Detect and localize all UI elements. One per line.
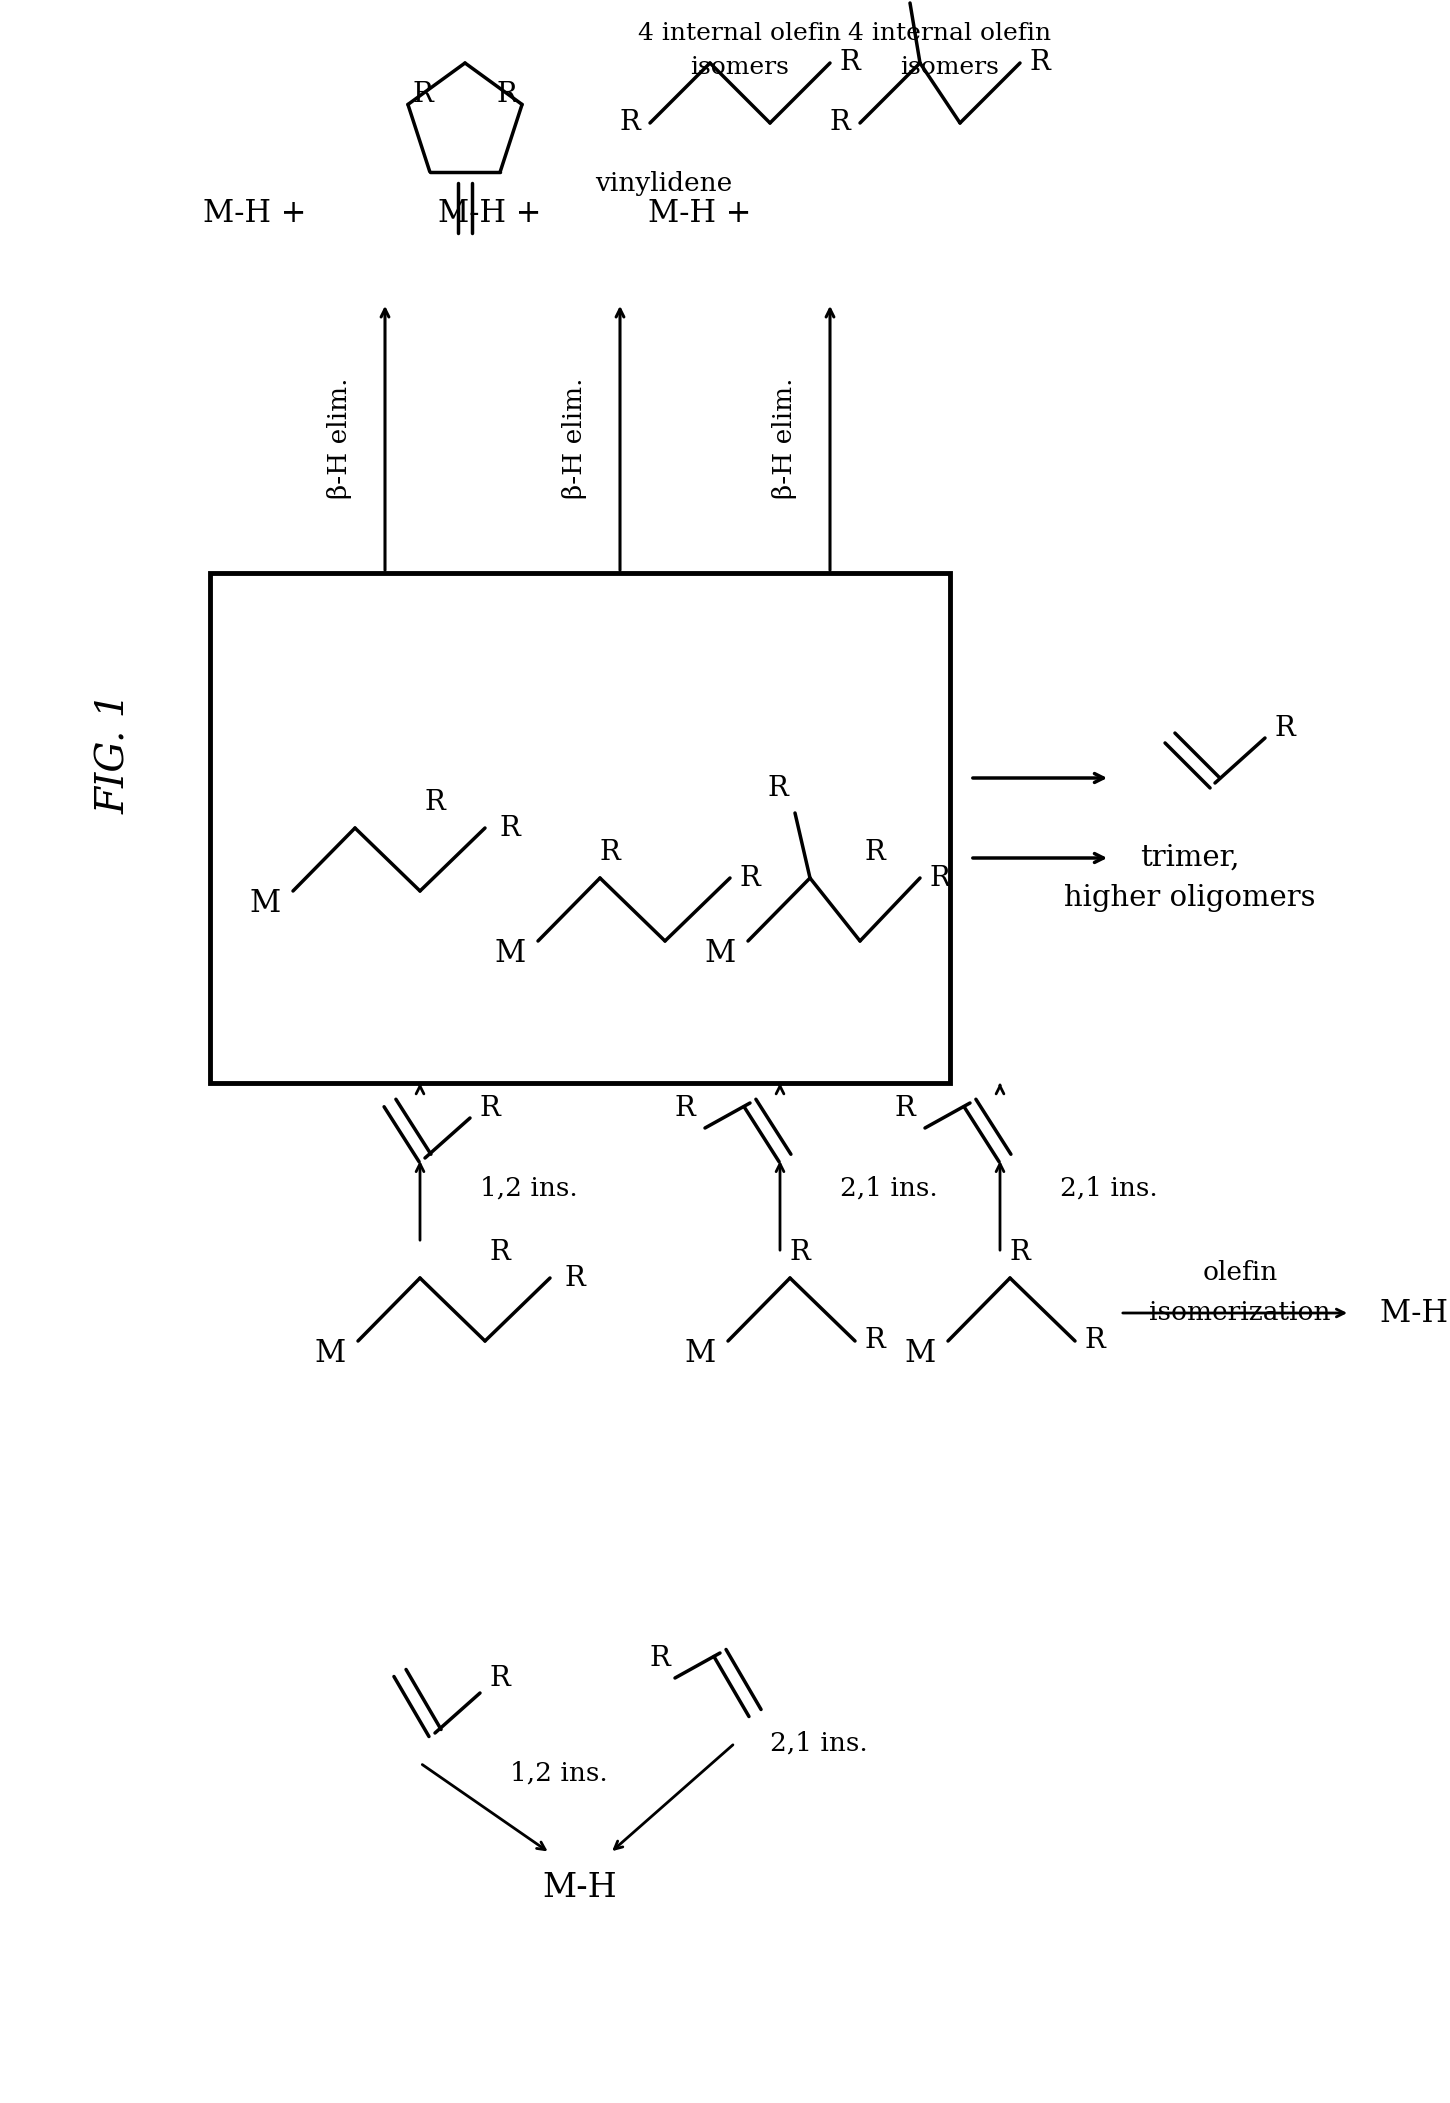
Text: M: M [684, 1338, 715, 1369]
Text: R: R [767, 774, 789, 801]
Text: β-H elim.: β-H elim. [328, 376, 352, 498]
Text: 2,1 ins.: 2,1 ins. [1060, 1176, 1157, 1201]
Text: isomers: isomers [690, 57, 789, 80]
Text: isomerization: isomerization [1150, 1300, 1331, 1325]
Text: R: R [895, 1094, 915, 1121]
Text: R: R [864, 1327, 886, 1354]
Text: β-H elim.: β-H elim. [563, 376, 587, 498]
Text: M: M [315, 1338, 345, 1369]
Text: vinylidene: vinylidene [594, 170, 732, 196]
Text: β-H elim.: β-H elim. [773, 376, 798, 498]
Text: R: R [1009, 1239, 1031, 1266]
Text: R: R [1030, 50, 1050, 76]
Text: R: R [840, 50, 860, 76]
Text: M-H +: M-H + [438, 198, 542, 229]
Text: R: R [500, 814, 521, 841]
Text: R: R [1085, 1327, 1105, 1354]
Text: M: M [905, 1338, 935, 1369]
Text: M-H: M-H [542, 1872, 618, 1903]
Text: 1,2 ins.: 1,2 ins. [510, 1760, 608, 1785]
Text: R: R [619, 109, 641, 137]
Text: R: R [490, 1663, 510, 1691]
Text: isomers: isomers [900, 57, 999, 80]
Text: R: R [790, 1239, 811, 1266]
Text: R: R [497, 80, 518, 107]
Text: R: R [829, 109, 851, 137]
Text: R: R [480, 1094, 500, 1121]
Text: R: R [674, 1094, 696, 1121]
Text: 2,1 ins.: 2,1 ins. [840, 1176, 938, 1201]
Text: R: R [929, 864, 950, 892]
Text: trimer,: trimer, [1140, 843, 1240, 873]
Text: R: R [1275, 715, 1295, 742]
Text: R: R [740, 864, 760, 892]
Text: R: R [564, 1264, 586, 1291]
Text: 1,2 ins.: 1,2 ins. [480, 1176, 577, 1201]
Text: M: M [249, 887, 280, 919]
Text: M-H +: M-H + [203, 198, 307, 229]
Text: M-H + R: M-H + R [1380, 1298, 1450, 1329]
Text: 4 internal olefin: 4 internal olefin [848, 21, 1051, 44]
Text: R: R [412, 80, 434, 107]
Text: 4 internal olefin: 4 internal olefin [638, 21, 841, 44]
Text: higher oligomers: higher oligomers [1064, 883, 1315, 913]
Text: R: R [599, 839, 621, 866]
Text: R: R [864, 839, 886, 866]
Text: M-H +: M-H + [648, 198, 751, 229]
Text: R: R [425, 789, 445, 816]
Bar [210, 572, 950, 1083]
Text: olefin: olefin [1202, 1260, 1277, 1285]
Text: 2,1 ins.: 2,1 ins. [770, 1731, 867, 1756]
Text: M: M [705, 938, 735, 969]
Text: R: R [650, 1645, 670, 1672]
Text: FIG. 1: FIG. 1 [97, 692, 133, 814]
Text: R: R [490, 1239, 510, 1266]
Text: M: M [494, 938, 525, 969]
